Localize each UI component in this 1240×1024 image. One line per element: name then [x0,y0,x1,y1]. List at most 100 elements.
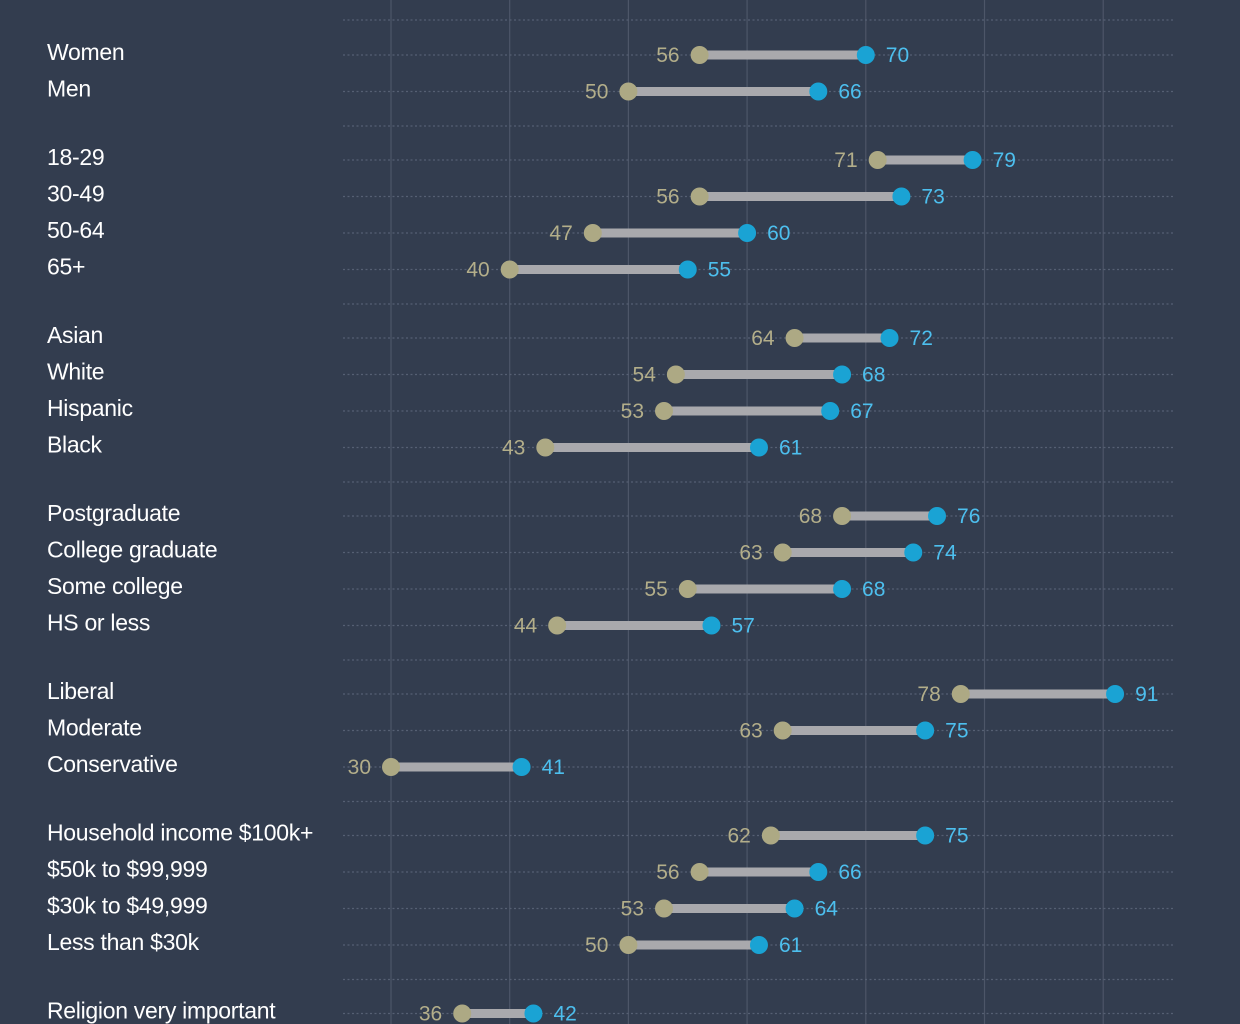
row-label: Asian [47,322,103,348]
end-dot [833,365,852,384]
end-value-label: 75 [945,825,968,848]
dumbbell-row: Some college 55 68 [47,573,885,601]
row-label: Women [47,39,124,65]
start-dot [868,151,887,169]
end-value-label: 61 [779,934,802,957]
start-value-label: 30 [348,756,371,779]
end-value-label: 57 [731,615,754,638]
end-dot [809,863,828,881]
start-dot [536,438,555,457]
dumbbell-row: Conservative 30 41 [47,751,565,779]
start-value-label: 40 [466,259,489,282]
end-dot [916,826,935,845]
end-value-label: 66 [838,861,861,884]
row-label: College graduate [47,537,217,563]
start-value-label: 63 [739,720,762,743]
start-dot [619,82,638,101]
dumbbell-row: Asian 64 72 [47,322,933,350]
start-dot [655,899,674,918]
dumbbell-row: Postgraduate 68 76 [47,500,980,528]
end-dot [880,329,899,347]
row-label: White [47,359,104,385]
row-label: Moderate [47,715,142,741]
end-value-label: 41 [542,756,565,779]
row-label: 18-29 [47,144,104,170]
dumbbell-row: Liberal 78 91 [47,678,1158,706]
start-value-label: 53 [621,400,644,423]
end-dot [856,46,875,64]
start-value-label: 50 [585,934,608,957]
start-dot [773,721,792,740]
end-value-label: 42 [553,1003,576,1024]
end-dot [512,758,531,776]
row-label: Less than $30k [47,929,200,955]
row-label: Liberal [47,678,114,704]
dumbbell-row: 65+ 40 55 [47,254,731,282]
dumbbell-row: Hispanic 53 67 [47,395,874,423]
start-dot [666,365,685,384]
start-value-label: 50 [585,81,608,104]
end-dot [785,899,804,918]
dumbbell-row: White 54 68 [47,359,885,387]
start-dot [785,329,804,347]
end-dot [524,1004,543,1023]
dumbbell-row: 18-29 71 79 [47,144,1016,172]
start-value-label: 36 [419,1003,442,1024]
start-value-label: 43 [502,437,525,460]
end-dot [904,543,923,562]
end-value-label: 68 [862,578,885,601]
start-dot [619,936,638,954]
end-value-label: 75 [945,720,968,743]
dumbbell-row: Household income $100k+ 62 75 [47,820,969,848]
end-dot [963,151,982,169]
start-dot [382,758,400,776]
dumbbell-row: Women 56 70 [47,39,909,67]
start-value-label: 56 [656,186,679,209]
start-value-label: 78 [917,683,940,706]
start-value-label: 68 [799,505,822,528]
row-label: $30k to $49,999 [47,893,207,919]
start-dot [833,507,852,525]
end-dot [738,224,757,242]
row-label: Hispanic [47,395,133,421]
start-dot [690,863,709,881]
end-dot [892,187,911,206]
dumbbell-row: Moderate 63 75 [47,715,969,743]
start-dot [773,543,792,562]
end-value-label: 60 [767,222,790,245]
start-dot [678,580,697,598]
end-value-label: 73 [921,186,944,209]
start-dot [690,187,709,206]
dumbbell-row: College graduate 63 74 [47,537,957,565]
start-value-label: 71 [834,149,857,172]
start-value-label: 53 [621,898,644,921]
end-value-label: 70 [886,44,909,67]
start-value-label: 44 [514,615,538,638]
row-label: Black [47,432,103,458]
start-value-label: 54 [633,364,657,387]
start-dot [690,46,709,64]
dumbbell-row: $30k to $49,999 53 64 [47,893,838,921]
end-value-label: 76 [957,505,980,528]
end-dot [833,580,852,598]
row-label: 50-64 [47,217,105,243]
row-label: Religion very important [47,998,276,1024]
end-dot [809,82,828,101]
start-dot [453,1004,472,1023]
end-dot [678,260,697,279]
end-value-label: 55 [708,259,731,282]
end-value-label: 68 [862,364,885,387]
dumbbell-row: 30-49 56 73 [47,181,945,209]
end-dot [928,507,947,525]
end-value-label: 91 [1135,683,1158,706]
start-value-label: 64 [751,327,775,350]
end-dot [916,721,935,740]
start-dot [951,685,970,703]
dumbbell-row: Men 50 66 [47,76,862,104]
row-label: $50k to $99,999 [47,856,207,882]
dumbbell-row: Less than $30k 50 61 [47,929,802,957]
start-value-label: 47 [549,222,572,245]
start-value-label: 63 [739,542,762,565]
start-value-label: 62 [727,825,750,848]
